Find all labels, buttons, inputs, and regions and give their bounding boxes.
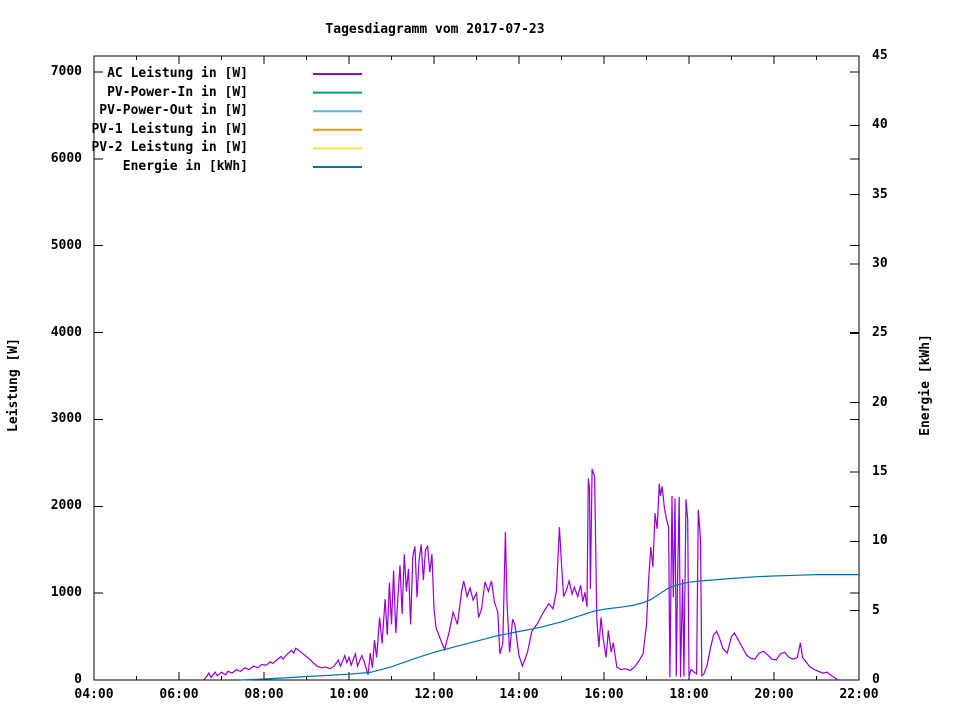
x-tick-label: 08:00: [244, 687, 284, 702]
y-left-tick-label: 5000: [50, 237, 82, 253]
y-right-tick-label: 10: [872, 533, 888, 549]
legend-label-4: PV-1 Leistung in [W]: [91, 121, 248, 137]
x-tick-label: 16:00: [584, 687, 624, 702]
series-line-ac-leistung-in-w-: [203, 468, 839, 681]
y-right-tick-label: 35: [872, 186, 888, 202]
y-left-tick-label: 4000: [50, 324, 82, 340]
y-right-tick-label: 25: [872, 325, 888, 341]
y-right-tick-label: 0: [872, 672, 880, 687]
y-right-tick-label: 45: [872, 48, 888, 63]
y-right-tick-label: 15: [872, 464, 888, 479]
x-tick-label: 20:00: [754, 687, 794, 702]
y-left-tick-label: 3000: [50, 411, 82, 427]
legend-label-3: PV-Power-Out in [W]: [99, 103, 248, 119]
y-right-tick-label: 20: [872, 394, 888, 410]
x-tick-label: 04:00: [74, 687, 114, 702]
x-tick-label: 18:00: [669, 687, 709, 702]
x-tick-label: 06:00: [159, 687, 199, 702]
x-tick-label: 14:00: [499, 687, 539, 702]
y-right-tick-label: 30: [872, 256, 888, 271]
y-left-tick-label: 0: [74, 672, 82, 687]
y-right-tick-label: 40: [872, 117, 888, 133]
legend-label-6: Energie in [kWh]: [122, 159, 248, 174]
legend-label-2: PV-Power-In in [W]: [107, 84, 248, 100]
chart-title: Tagesdiagramm vom 2017-07-23: [325, 22, 545, 37]
y-right-tick-label: 5: [872, 602, 880, 618]
legend-label-5: PV-2 Leistung in [W]: [91, 140, 248, 156]
y-left-tick-label: 7000: [50, 63, 82, 79]
y-left-tick-label: 6000: [50, 150, 82, 166]
x-tick-label: 10:00: [329, 687, 369, 702]
y-left-tick-label: 2000: [50, 498, 82, 514]
y-left-tick-label: 1000: [50, 585, 82, 601]
x-tick-label: 12:00: [414, 687, 454, 702]
series-line-energie-in-kwh-: [240, 573, 859, 681]
x-tick-label: 22:00: [839, 687, 879, 702]
legend-label-1: AC Leistung in [W]: [107, 66, 248, 81]
